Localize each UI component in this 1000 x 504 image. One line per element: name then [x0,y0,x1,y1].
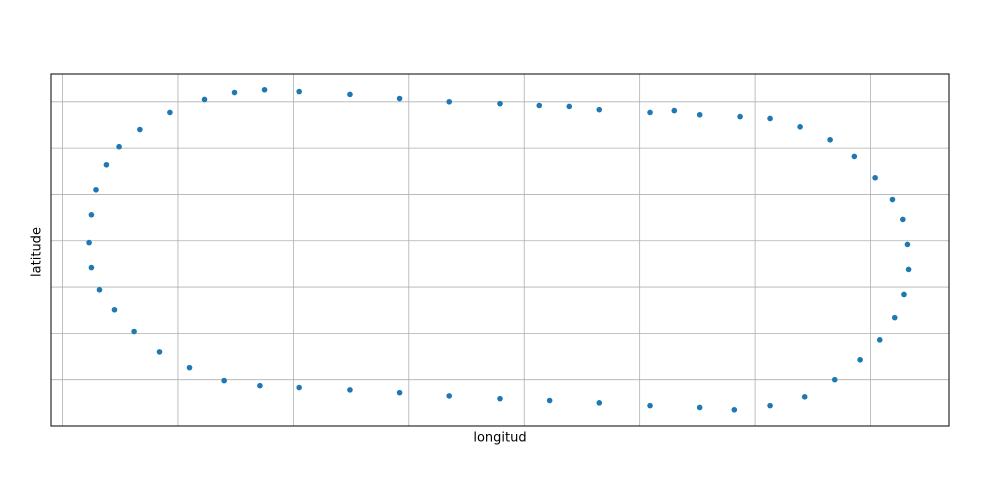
point [872,174,878,181]
point [116,143,122,150]
point [647,109,653,116]
point [827,136,833,143]
point [88,212,95,218]
point [231,89,238,96]
point [347,91,353,98]
point [801,394,808,400]
point [647,402,653,409]
point [737,113,743,120]
point [596,106,603,113]
point [904,241,911,248]
plot-frame [50,73,950,427]
point [156,349,163,355]
point [566,103,573,110]
point [497,100,503,107]
point [797,124,803,130]
point [857,356,863,363]
point [891,314,898,321]
point [696,111,703,118]
point [103,161,110,168]
point [261,86,268,93]
point [876,337,883,343]
point [396,95,403,102]
point [93,186,99,193]
y-axis-label: latitude [30,227,45,277]
point [671,107,678,114]
point [546,397,553,404]
point [201,96,208,103]
point [497,395,503,402]
point [901,291,907,298]
point [296,384,302,391]
x-axis-label: longitud [473,431,526,446]
point [446,98,453,105]
point [296,88,302,95]
point [900,216,906,223]
point [696,404,703,411]
point [186,364,193,371]
point [111,306,118,313]
point [767,115,773,122]
point [889,196,896,203]
point [347,387,353,393]
point [257,382,263,389]
point [396,389,403,396]
point [96,287,103,293]
point [536,102,543,109]
point [446,393,453,399]
point [131,328,137,335]
point [86,239,92,246]
point [137,126,143,133]
point [596,400,603,406]
point [767,402,773,409]
point [731,406,738,413]
point [88,264,95,271]
point [905,266,912,273]
point [221,377,227,384]
point [851,153,858,160]
point [831,376,838,383]
point [167,109,173,116]
